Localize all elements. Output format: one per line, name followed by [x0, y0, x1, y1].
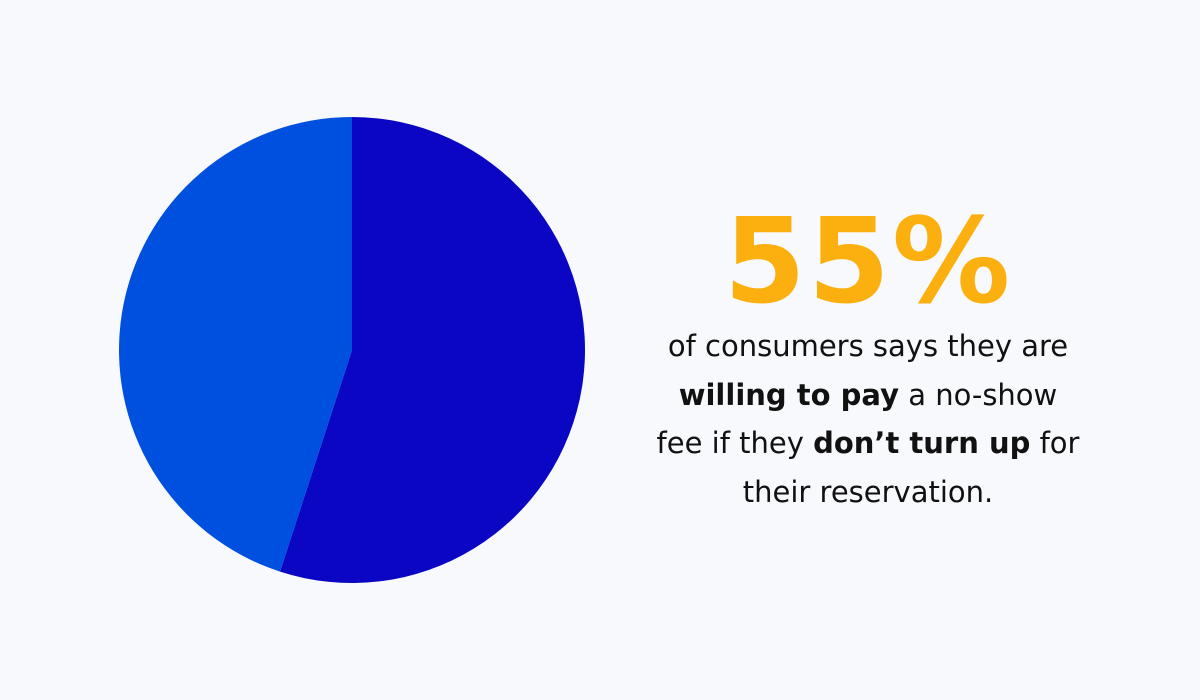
caption: of consumers says they are willing to pay…: [600, 322, 1136, 516]
caption-text: fee if they: [656, 426, 814, 460]
pie-slice: [119, 117, 353, 572]
caption-text: of consumers says they are: [667, 329, 1069, 363]
caption-text: a no-show: [898, 377, 1058, 412]
caption-bold: don’t turn up: [813, 426, 1031, 460]
headline-value: 55%: [723, 192, 1013, 330]
caption-line: of consumers says they are: [600, 322, 1136, 371]
caption-bold: willing to pay: [678, 377, 899, 412]
pie-slice: [279, 117, 586, 583]
caption-line: willing to pay a no-show: [600, 371, 1136, 420]
caption-line: fee if they don’t turn up for: [600, 419, 1136, 468]
caption-text: their reservation.: [742, 474, 994, 509]
caption-line: their reservation.: [600, 468, 1136, 517]
caption-text: for: [1030, 426, 1080, 460]
pie-chart: [119, 117, 586, 583]
